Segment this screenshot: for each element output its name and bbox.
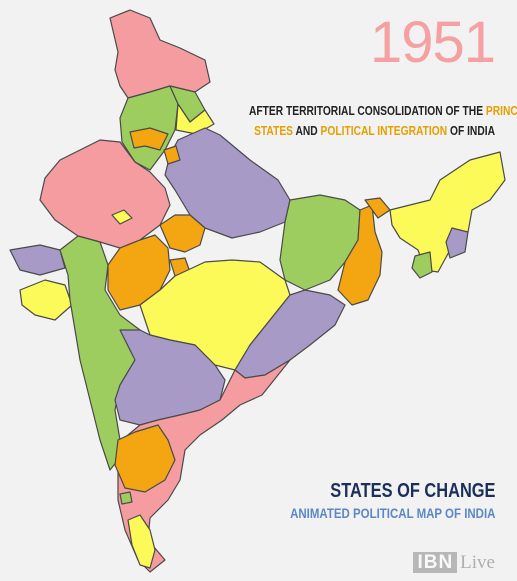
subtitle-text: OF INDIA [447, 124, 495, 138]
region-tripura [411, 251, 433, 279]
region-pepsu [129, 127, 169, 151]
region-assam [389, 151, 506, 273]
logo-live: Live [460, 551, 495, 573]
region-bihar [279, 194, 361, 291]
region-travancore-cochin [127, 514, 156, 569]
ibnlive-logo: IBN Live [413, 551, 495, 573]
region-uttar-pradesh [164, 127, 291, 239]
region-coorg [119, 491, 133, 505]
region-kutch [9, 244, 66, 276]
subtitle-highlight: STATES [254, 124, 294, 138]
logo-ibn: IBN [413, 551, 458, 573]
region-jammu-kashmir [109, 9, 211, 99]
region-west-bengal [337, 204, 383, 306]
region-saurashtra [19, 279, 73, 321]
brand-title: STATES OF CHANGE [329, 480, 495, 502]
region-manipur [445, 227, 469, 259]
subtitle-text: AND [293, 124, 321, 138]
subtitle-line-2: STATES AND POLITICAL INTEGRATION OF INDI… [249, 121, 495, 141]
region-ajmer [111, 209, 133, 225]
subtitle-highlight: PRINCELY [485, 104, 517, 118]
region-vindhya-pradesh [159, 214, 206, 253]
subtitle-highlight: POLITICAL INTEGRATION [320, 124, 448, 138]
map-subtitle: AFTER TERRITORIAL CONSOLIDATION OF THE P… [249, 101, 517, 141]
subtitle-line-1: AFTER TERRITORIAL CONSOLIDATION OF THE P… [249, 101, 517, 121]
year-heading: 1951 [369, 10, 496, 75]
region-bilaspur [175, 103, 215, 135]
brand-subtitle: ANIMATED POLITICAL MAP OF INDIA [289, 505, 495, 521]
subtitle-text: AFTER TERRITORIAL CONSOLIDATION OF THE [249, 104, 486, 118]
region-rajasthan [39, 139, 171, 249]
region-delhi [163, 145, 181, 165]
region-mysore [114, 424, 176, 493]
